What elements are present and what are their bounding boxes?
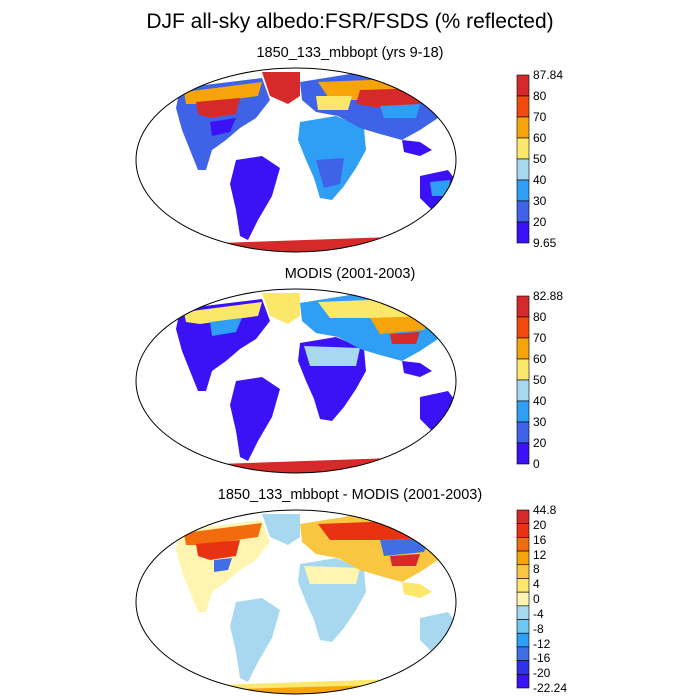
colorbar-label: 40: [533, 173, 547, 187]
colorbar-label: 44.8: [533, 503, 557, 517]
colorbar-label: -16: [533, 651, 551, 666]
colorbar-swatch: [516, 605, 530, 620]
colorbar-label: 87.84: [533, 68, 564, 82]
colorbar-label: 70: [533, 110, 547, 124]
colorbar-swatch: [516, 316, 530, 339]
colorbar-label: 20: [533, 215, 547, 229]
colorbar-label: 60: [533, 131, 547, 145]
figure-title: DJF all-sky albedo:FSR/FSDS (% reflected…: [146, 10, 554, 33]
colorbar-label: -12: [533, 636, 551, 651]
colorbar-swatch: [516, 95, 530, 118]
colorbar-label: 80: [533, 310, 547, 324]
map-panel-diff: [136, 510, 456, 694]
map-panel-obs: [136, 289, 456, 473]
colorbar-swatch: [516, 337, 530, 360]
colorbar-label: 12: [533, 547, 547, 562]
panel-title-model: 1850_133_mbbopt (yrs 9-18): [256, 45, 444, 61]
greenland-region: [262, 72, 300, 104]
colorbar-label: 60: [533, 352, 547, 366]
colorbar-label: 82.88: [533, 289, 564, 303]
colorbar-label: 0: [533, 592, 540, 606]
colorbar-swatch: [516, 591, 530, 607]
map-border-diff: [135, 509, 457, 695]
colorbar-label: 20: [533, 517, 547, 532]
colorbar-label: 50: [533, 152, 547, 166]
colorbar-swatch: [516, 400, 530, 423]
colorbar-swatch: [516, 74, 530, 97]
colorbar-swatch: [516, 116, 530, 139]
colorbar-model: [516, 74, 530, 244]
colorbar-swatch: [516, 295, 530, 318]
south-america-region: [230, 156, 280, 240]
colorbar-swatch: [516, 200, 530, 223]
colorbar-swatch: [516, 564, 530, 579]
colorbar-swatch: [516, 179, 530, 202]
africa-region: [298, 116, 366, 200]
colorbar-label: -20: [533, 666, 551, 681]
colorbar-swatch: [516, 137, 530, 160]
colorbar-label: 50: [533, 373, 547, 387]
colorbar-label: -4: [533, 606, 544, 621]
colorbar-swatch: [516, 358, 530, 381]
colorbar-label: 70: [533, 331, 547, 345]
colorbar-label: 30: [533, 194, 547, 208]
map-border-obs: [135, 288, 457, 474]
map-border-model: [135, 67, 457, 253]
panel-title-obs: MODIS (2001-2003): [284, 266, 416, 282]
map-panel-model: [136, 68, 456, 252]
colorbar-swatch: [516, 421, 530, 444]
colorbar-swatch: [516, 632, 530, 648]
colorbar-label: 80: [533, 89, 547, 103]
colorbar-swatch: [516, 550, 530, 566]
colorbar-swatch: [516, 379, 530, 402]
colorbar-label: 8: [533, 562, 540, 577]
colorbar-label: 30: [533, 415, 547, 429]
colorbar-swatch: [516, 619, 530, 634]
colorbar-swatch: [516, 578, 530, 593]
colorbar-label: 16: [533, 532, 547, 547]
colorbar-obs: [516, 295, 530, 465]
colorbar-swatch: [516, 442, 530, 465]
colorbar-swatch: [516, 646, 530, 661]
colorbar-label: 9.65: [533, 236, 557, 250]
colorbar-label: 40: [533, 394, 547, 408]
colorbar-label: 0: [533, 457, 540, 471]
colorbar-swatch: [516, 221, 530, 244]
colorbar-label: -8: [533, 621, 544, 636]
colorbar-label: -22.24: [533, 681, 568, 695]
colorbar-swatch: [516, 674, 530, 689]
colorbar-swatch: [516, 660, 530, 675]
colorbar-label: 4: [533, 577, 540, 592]
colorbar-swatch: [516, 523, 530, 538]
colorbar-swatch: [516, 537, 530, 552]
colorbar-diff: [516, 509, 530, 689]
colorbar-label: 20: [533, 436, 547, 450]
panel-title-diff: 1850_133_mbbopt - MODIS (2001-2003): [217, 487, 483, 503]
colorbar-swatch: [516, 509, 530, 524]
colorbar-swatch: [516, 158, 530, 181]
